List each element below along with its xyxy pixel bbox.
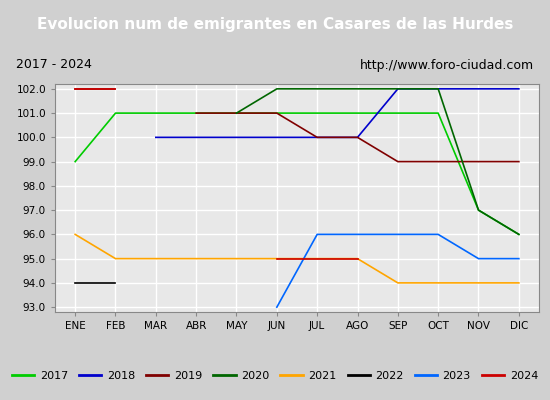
Legend: 2017, 2018, 2019, 2020, 2021, 2022, 2023, 2024: 2017, 2018, 2019, 2020, 2021, 2022, 2023… [8, 366, 542, 386]
Text: Evolucion num de emigrantes en Casares de las Hurdes: Evolucion num de emigrantes en Casares d… [37, 16, 513, 32]
Text: http://www.foro-ciudad.com: http://www.foro-ciudad.com [360, 58, 534, 72]
Text: 2017 - 2024: 2017 - 2024 [16, 58, 92, 72]
